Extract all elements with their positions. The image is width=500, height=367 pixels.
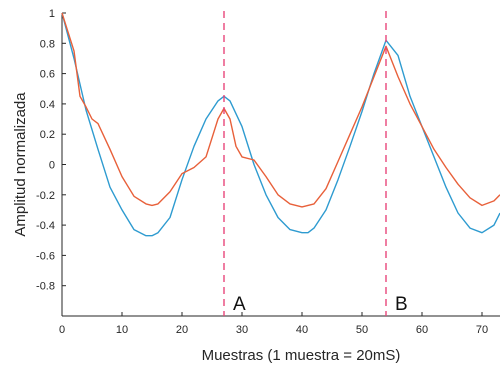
x-tick-label: 60 bbox=[416, 324, 428, 336]
y-tick-label: -0.6 bbox=[36, 250, 55, 262]
y-tick-label: 0 bbox=[49, 160, 55, 172]
x-tick-label: 70 bbox=[476, 324, 488, 336]
x-tick-label: 50 bbox=[356, 324, 368, 336]
y-tick-label: -0.4 bbox=[36, 220, 55, 232]
x-tick-label: 0 bbox=[59, 324, 65, 336]
series-line-2 bbox=[61, 12, 500, 208]
y-tick-label: 0.2 bbox=[40, 129, 55, 141]
series-group bbox=[61, 12, 500, 237]
y-tick-label: 0.4 bbox=[40, 99, 55, 111]
x-axis-title: Muestras (1 muestra = 20mS) bbox=[202, 347, 401, 364]
x-tick-label: 40 bbox=[296, 324, 308, 336]
y-axis-ticks: 1 0.8 0.6 0.4 0.2 0 -0.2 -0.4 -0.6 -0.8 bbox=[36, 8, 66, 293]
y-tick-label: 0.8 bbox=[40, 38, 55, 50]
y-tick-label: 0.6 bbox=[40, 69, 55, 81]
y-tick-label: 1 bbox=[49, 8, 55, 20]
y-axis-title: Amplitud normalizada bbox=[12, 92, 29, 237]
y-tick-label: -0.2 bbox=[36, 190, 55, 202]
marker-label-b: B bbox=[395, 294, 408, 315]
plot-area bbox=[61, 13, 500, 317]
x-tick-label: 20 bbox=[176, 324, 188, 336]
y-tick-label: -0.8 bbox=[36, 281, 55, 293]
x-tick-label: 30 bbox=[236, 324, 248, 336]
x-tick-label: 10 bbox=[116, 324, 128, 336]
marker-label-a: A bbox=[233, 294, 246, 315]
x-axis-ticks: 0 10 20 30 40 50 60 70 bbox=[59, 312, 488, 336]
series-line-1 bbox=[61, 12, 500, 237]
